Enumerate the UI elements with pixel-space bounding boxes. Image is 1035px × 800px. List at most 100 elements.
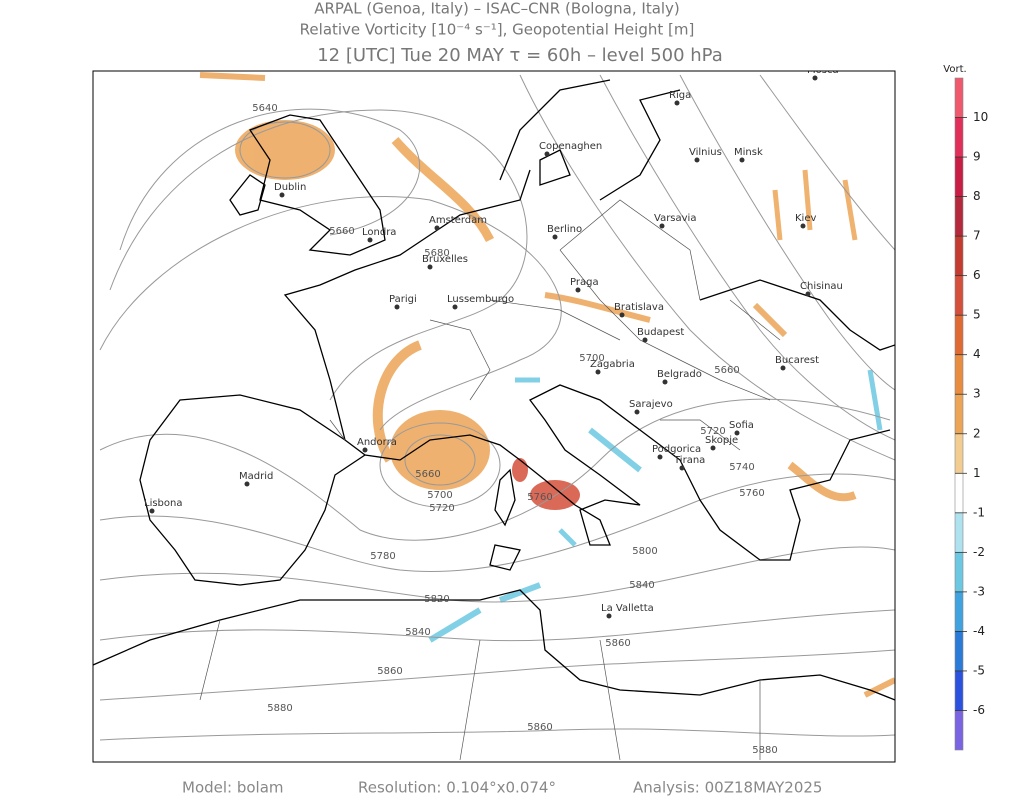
contour-line	[99, 398, 891, 541]
contour-label: 5660	[415, 469, 440, 480]
contour-label-layer: 5640 5660 5680 5700 5660 5720 5740 5760 5780 5800…	[252, 103, 777, 756]
contour-label: 5720	[429, 503, 454, 514]
city-dot	[674, 100, 680, 106]
colorbar-segment	[955, 394, 963, 434]
contour-label: 5780	[370, 551, 395, 562]
city-label: Minsk	[734, 147, 763, 158]
city-label: Lussemburgo	[447, 294, 514, 305]
vorticity-area	[544, 292, 651, 323]
contour-label: 5840	[629, 580, 654, 591]
footer-model: Model: bolam	[182, 779, 284, 797]
colorbar-segment	[955, 512, 963, 553]
city-label: Tirana	[673, 455, 705, 466]
city-label: Vilnius	[689, 147, 722, 158]
colorbar-segment	[955, 275, 963, 316]
colorbar-tick-label: -4	[973, 624, 985, 638]
contour-line	[519, 74, 895, 461]
city-label: Sarajevo	[629, 399, 673, 410]
contour-label: 5760	[739, 488, 764, 499]
city-label: Zagabria	[590, 359, 635, 370]
contour-line	[99, 473, 895, 573]
city-dot	[595, 369, 601, 375]
contour-label: 5880	[267, 703, 292, 714]
city-label: Sofia	[729, 420, 754, 431]
city-dot	[244, 481, 250, 487]
city-label: Praga	[570, 277, 599, 288]
colorbar-tick-label: -1	[973, 505, 985, 519]
city-layer: Mosca Riga Vilnius Minsk Copenaghen Dublin Lon…	[144, 71, 843, 619]
vorticity-area	[199, 72, 266, 81]
coastline	[283, 169, 531, 441]
colorbar-segment	[955, 591, 963, 632]
contour-label: 5840	[405, 627, 430, 638]
city-dot	[812, 75, 818, 81]
colorbar-segment	[955, 631, 963, 671]
contour-label: 5880	[752, 745, 777, 756]
city-dot	[394, 304, 400, 310]
city-dot	[662, 379, 668, 385]
vorticity-area	[512, 458, 528, 482]
colorbar-segment	[955, 196, 963, 237]
contour-line	[239, 121, 331, 179]
city-label: Bratislava	[614, 302, 664, 313]
city-dot	[679, 465, 685, 471]
colorbar-tick-label: 7	[973, 229, 981, 243]
contour-label: 5740	[729, 462, 754, 473]
colorbar-segment	[955, 78, 963, 118]
coastline	[699, 279, 895, 351]
vorticity-area	[390, 410, 490, 490]
coastline	[499, 79, 681, 201]
colorbar-tick-label: 5	[973, 308, 981, 322]
contour-label: 5800	[632, 546, 657, 557]
contour-label: 5700	[427, 490, 452, 501]
vorticity-area	[863, 677, 895, 698]
city-dot	[149, 508, 155, 514]
vorticity-area	[787, 461, 857, 502]
vorticity-shading	[199, 72, 895, 698]
map: Mosca Riga Vilnius Minsk Copenaghen Dublin Lon…	[93, 71, 895, 761]
coastline	[489, 468, 521, 571]
colorbar-tick-label: -3	[973, 584, 985, 598]
colorbar-tick-label: 8	[973, 189, 981, 203]
city-dot	[710, 445, 716, 451]
city-label: Skopje	[705, 435, 738, 446]
contour-line	[99, 546, 895, 603]
vorticity-area	[772, 169, 858, 241]
contour-line	[99, 196, 562, 431]
city-dot	[619, 312, 625, 318]
contour-line	[99, 649, 895, 701]
city-dot	[367, 237, 373, 243]
city-dot	[552, 234, 558, 240]
city-label: Belgrado	[657, 369, 702, 380]
footer-resolution: Resolution: 0.104°x0.074°	[358, 779, 556, 797]
city-label: Andorra	[357, 437, 397, 448]
colorbar-tick-label: 9	[973, 150, 981, 164]
city-label: Berlino	[547, 224, 582, 235]
contour-line	[404, 434, 476, 486]
colorbar-tick-label: 1	[973, 466, 981, 480]
contour-line	[379, 422, 501, 508]
contour-label: 5860	[527, 722, 552, 733]
city-dot	[694, 157, 700, 163]
contour-label: 5820	[424, 594, 449, 605]
colorbar-frame	[954, 77, 964, 751]
colorbar-tick-label: 4	[973, 347, 981, 361]
city-dot	[606, 613, 612, 619]
contour-line	[119, 108, 421, 251]
colorbar-tick-label: -2	[973, 545, 985, 559]
borders	[199, 199, 781, 761]
city-label: Budapest	[637, 327, 684, 338]
colorbar-tick-label: 3	[973, 387, 981, 401]
coastline	[93, 589, 895, 701]
colorbar-title: Vort.	[943, 64, 966, 75]
city-dot	[362, 447, 368, 453]
header-line: ARPAL (Genoa, Italy) – ISAC–CNR (Bologna…	[314, 0, 680, 18]
colorbar-segment	[955, 670, 963, 711]
city-label: Copenaghen	[539, 141, 602, 152]
city-dot	[452, 304, 458, 310]
city-label: Lisbona	[144, 498, 183, 509]
footer-analysis: Analysis: 00Z18MAY2025	[633, 779, 822, 797]
coastlines	[93, 79, 895, 701]
city-label: Dublin	[274, 182, 306, 193]
